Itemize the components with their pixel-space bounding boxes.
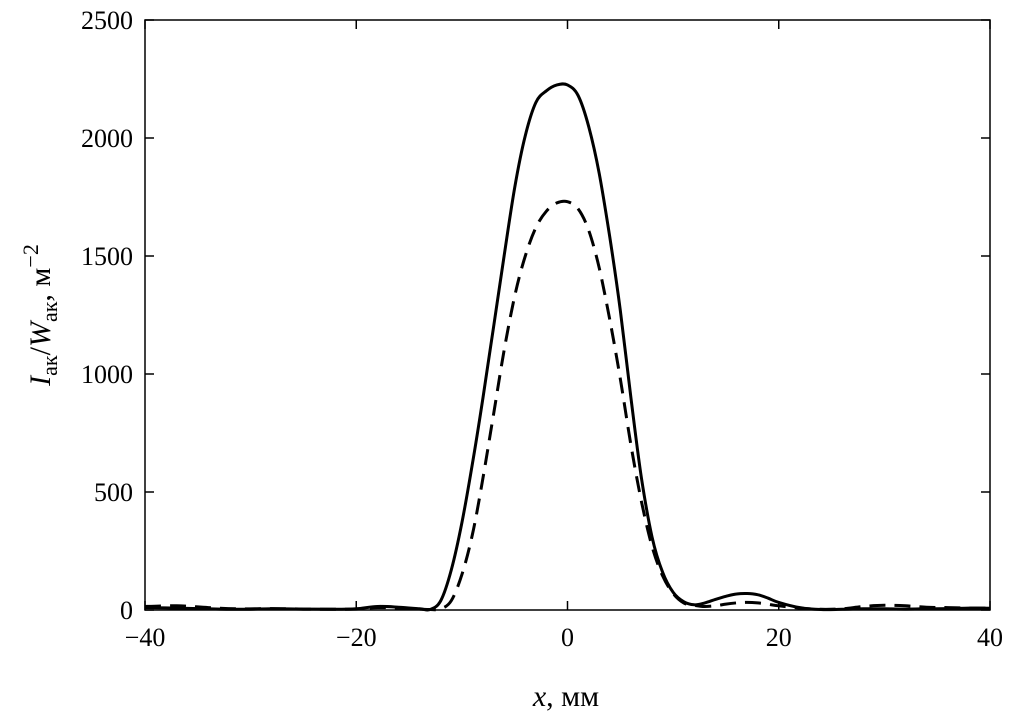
x-axis-label-var: x bbox=[532, 680, 547, 713]
y-label-I: I bbox=[24, 374, 57, 387]
plot-area-border bbox=[144, 19, 991, 611]
axis-ticks: −40 −20 0 20 40 0 500 1000 1500 2000 2500 bbox=[81, 6, 1003, 652]
y-tick-label: 2000 bbox=[81, 124, 133, 153]
y-label-slash: / bbox=[24, 346, 57, 355]
y-tick-label: 2500 bbox=[81, 6, 133, 35]
x-tick-label: 0 bbox=[561, 623, 574, 652]
y-label-unit: , м bbox=[24, 268, 57, 302]
y-tick-label: 1500 bbox=[81, 242, 133, 271]
y-tick-label: 0 bbox=[120, 596, 133, 625]
series-layer bbox=[144, 82, 991, 612]
x-tick-label: 40 bbox=[977, 623, 1003, 652]
plot-frame bbox=[144, 19, 991, 611]
y-label-I-sub: ак bbox=[37, 355, 62, 376]
series-line-dashed bbox=[144, 199, 991, 612]
y-label-W: W bbox=[24, 319, 57, 347]
y-tick-label: 1000 bbox=[81, 360, 133, 389]
y-label-unit-sup: −2 bbox=[18, 244, 43, 267]
x-tick-label: −20 bbox=[336, 623, 377, 652]
series-line-solid bbox=[144, 82, 991, 612]
x-tick-label: 20 bbox=[766, 623, 792, 652]
y-tick-label: 500 bbox=[94, 478, 133, 507]
y-axis-label: Iак/Wак, м−2 bbox=[18, 244, 62, 387]
y-label-W-sub: ак bbox=[37, 301, 62, 322]
x-axis-label: x, мм bbox=[532, 680, 599, 713]
x-axis-label-unit: , мм bbox=[546, 680, 599, 713]
x-tick-label: −40 bbox=[125, 623, 166, 652]
